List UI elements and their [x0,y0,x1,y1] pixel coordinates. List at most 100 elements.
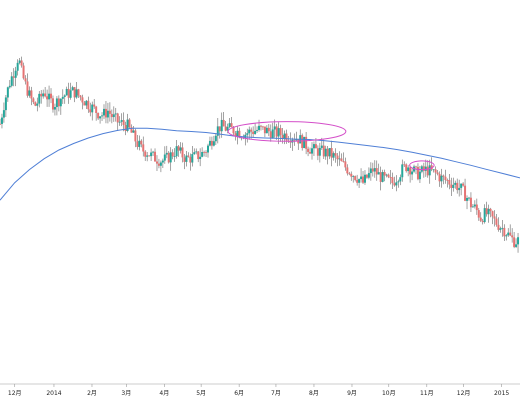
candle-down [95,106,98,114]
candle-up [18,60,21,63]
candle-up [483,208,486,223]
candle-down [189,156,192,163]
candle-down [83,102,86,106]
candle-up [397,181,400,183]
candle-down [285,133,288,141]
x-tick-label: 6月 [234,390,244,397]
candle-down [263,126,266,134]
candle-up [373,168,376,172]
candle-up [10,76,13,86]
candle-down [393,183,396,186]
candle-down [12,76,15,78]
candle-up [248,129,251,134]
candle-down [261,126,264,128]
candle-up [328,148,331,157]
candle-up [163,154,166,161]
candle-up [69,90,72,98]
candle-up [517,237,520,245]
candle-up [273,126,276,130]
candle-down [469,197,472,208]
candle-up [236,130,239,137]
candle-up [63,95,66,97]
candle-down [281,134,284,139]
candle-up [381,172,384,182]
candle-down [340,158,343,162]
moving-average-line [0,127,520,201]
candle-up [515,244,518,247]
candle-up [169,152,172,163]
candle-down [20,60,23,66]
candle-down [232,127,235,134]
candle-up [352,176,355,177]
candle-up [369,168,372,174]
candle-up [367,173,370,178]
candle-down [326,148,329,157]
candle-down [409,167,412,175]
candle-down [314,144,317,149]
candle-down [124,124,127,131]
candle-down [513,237,516,247]
candle-down [342,161,345,162]
candle-down [301,135,304,149]
candle-down [344,161,347,168]
candle-down [444,176,447,181]
candle-up [471,206,474,208]
candle-up [407,167,410,172]
candle-down [481,220,484,223]
candle-down [81,97,84,103]
candle-up [161,160,164,163]
candle-up [385,174,388,176]
candle-up [277,128,280,137]
candle-down [475,204,478,211]
candle-down [130,127,133,133]
candle-up [254,130,257,135]
candle-down [267,127,270,132]
candle-up [85,100,88,106]
candle-up [466,197,469,201]
candle-up [91,104,94,113]
candle-up [55,98,58,108]
candle-up [432,169,435,171]
candle-up [201,151,204,157]
candle-up [214,135,217,142]
candle-down [222,119,225,127]
candle-up [138,140,141,147]
candle-up [318,147,321,156]
candle-down [116,113,119,123]
candle-up [418,171,421,180]
candle-down [142,144,145,152]
candle-up [467,197,470,199]
candle-up [150,152,153,157]
candle-down [87,100,90,110]
candle-down [415,166,417,168]
x-tick-label: 4月 [159,390,169,397]
candle-up [59,98,62,107]
x-tick-label: 12月 [8,390,22,397]
candle-down [97,113,100,119]
candle-up [75,89,78,98]
candle-down [203,151,206,153]
candle-down [46,96,49,100]
candle-down [509,232,512,236]
candle-up [295,139,298,141]
candle-down [234,133,237,137]
candle-down [181,147,184,158]
candle-down [442,175,445,177]
candle-up [454,182,457,185]
candle-down [67,88,70,98]
candle-down [104,108,107,118]
candle-down [230,123,233,128]
candle-down [403,164,406,166]
x-tick-label: 2月 [87,390,97,397]
candle-down [305,136,308,149]
candle-down [93,104,96,107]
candle-down [456,182,459,191]
candle-up [338,158,341,160]
candle-down [144,151,147,157]
candle-up [61,96,64,99]
candle-up [395,182,398,186]
candle-down [134,130,137,142]
x-tick-label: 2014 [46,390,61,397]
candle-up [452,184,455,188]
